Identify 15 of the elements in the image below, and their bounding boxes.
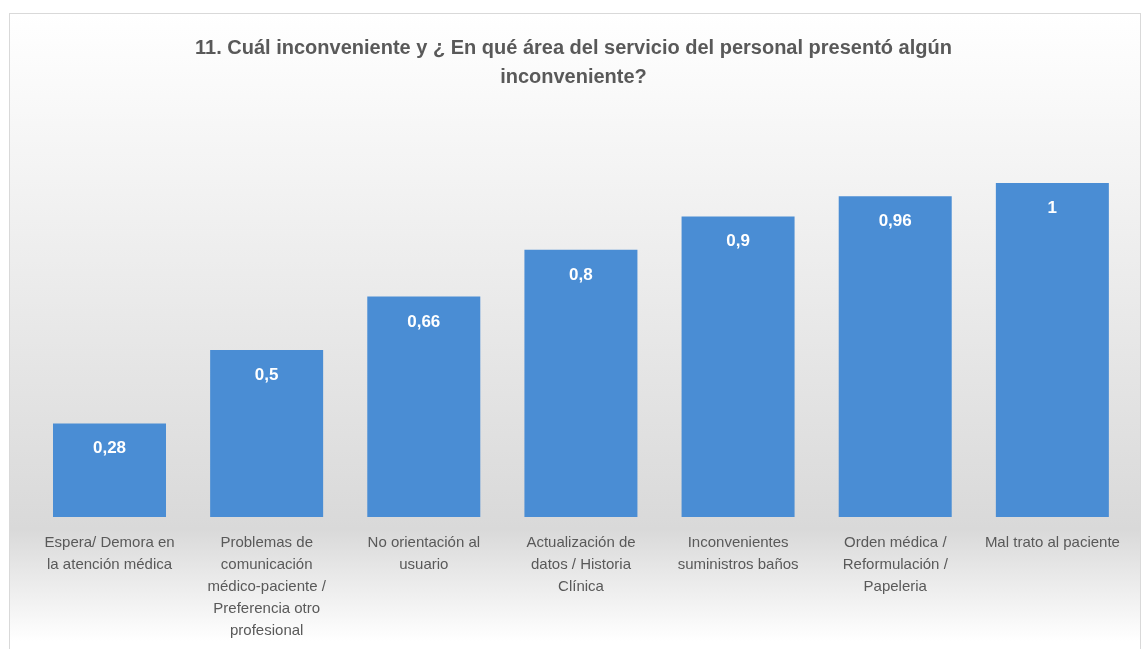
- data-label: 0,66: [407, 311, 441, 331]
- x-tick-label: Inconvenientes suministros baños: [677, 533, 799, 572]
- chart-title: 11. Cuál inconveniente y ¿ En qué área del servicio del personal presentó algún inconveniente?: [194, 35, 953, 89]
- data-label: 0,8: [569, 264, 593, 284]
- x-tick-label: No orientación al usuario: [367, 533, 481, 572]
- data-label: 0,28: [92, 438, 127, 458]
- x-tick-label: Mal trato al paciente: [984, 533, 1120, 550]
- data-label: 0,9: [726, 231, 750, 251]
- data-label: 0,96: [878, 211, 912, 231]
- x-tick-label: Problemas de comunicación médico-paciente / Preferencia otro profesional: [207, 533, 327, 638]
- x-tick-label: Espera/ Demora en la atención médica: [44, 533, 175, 572]
- data-label: 1: [1047, 198, 1058, 217]
- x-tick-label: Orden médica / Reformulación / Papeleria: [842, 533, 949, 594]
- x-tick-label: Actualización de datos / Historia Clínica: [526, 533, 636, 594]
- data-label: 0,5: [254, 365, 279, 384]
